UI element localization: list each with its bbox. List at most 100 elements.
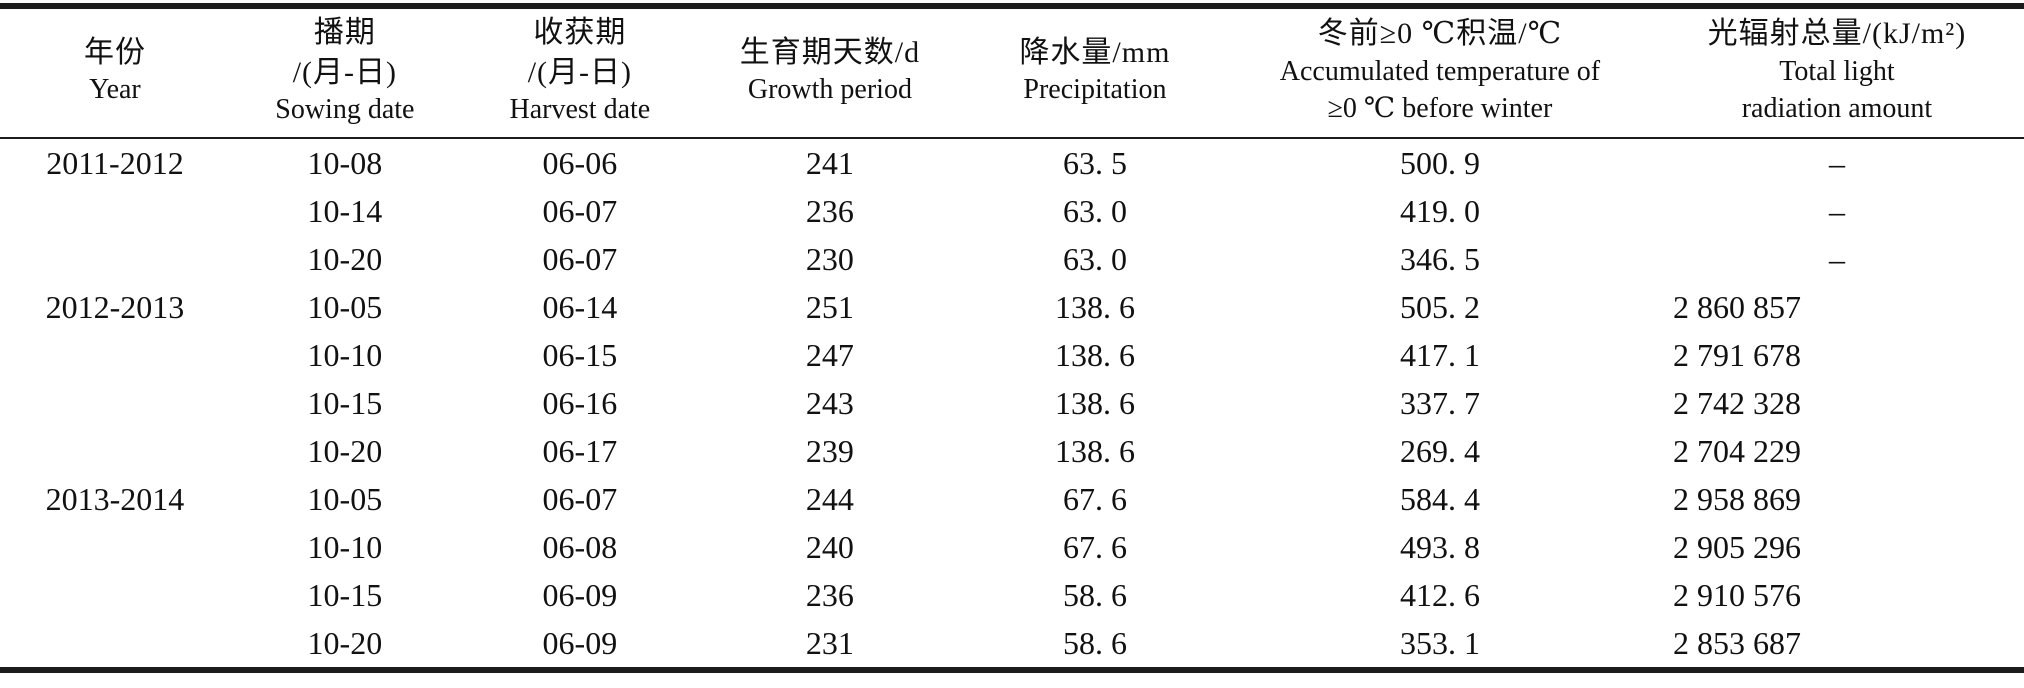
- column-header-year: 年份 Year: [0, 6, 230, 139]
- cell-sowing: 10-10: [307, 528, 383, 565]
- cell-growth: 240: [805, 528, 854, 565]
- cell-growth: 243: [805, 384, 854, 421]
- header-line-en: Sowing date: [275, 94, 415, 126]
- cell-precip: 63. 0: [1062, 240, 1127, 277]
- cell-precip: 138. 6: [1054, 336, 1135, 373]
- cell-radiation: 2 958 869: [1672, 480, 1801, 517]
- table-row: 10-15 06-09 236 58. 6 412. 6 2 910 576: [0, 571, 2024, 619]
- cell-precip: 67. 6: [1062, 480, 1127, 517]
- cell-year: [0, 427, 230, 475]
- header-line-zh: 播期: [313, 15, 376, 49]
- cell-year: [0, 619, 230, 670]
- header-line-en: Harvest date: [509, 94, 651, 126]
- cell-year: [0, 379, 230, 427]
- cell-growth: 244: [805, 480, 854, 517]
- header-line-en: Precipitation: [1023, 74, 1167, 106]
- table-row: 2012-2013 10-05 06-14 251 138. 6 505. 2 2 860 …: [0, 283, 2024, 331]
- cell-precip: 58. 6: [1062, 576, 1127, 613]
- cell-growth: 251: [805, 288, 854, 325]
- cell-sowing: 10-10: [307, 336, 383, 373]
- cell-year: [0, 571, 230, 619]
- cell-radiation: 2 742 328: [1672, 384, 1801, 421]
- cell-growth: 241: [805, 144, 854, 181]
- header-line-en: ≥0 ℃ before winter: [1327, 92, 1553, 124]
- cell-year: 2013-2014: [45, 480, 185, 517]
- cell-sowing: 10-05: [307, 288, 383, 325]
- cell-growth: 236: [805, 192, 854, 229]
- cell-sowing: 10-20: [307, 240, 383, 277]
- cell-sowing: 10-15: [307, 384, 383, 421]
- cell-radiation: 2 910 576: [1672, 576, 1801, 613]
- cell-year: [0, 331, 230, 379]
- cell-harvest: 06-07: [542, 480, 618, 517]
- table-row: 10-20 06-09 231 58. 6 353. 1 2 853 687: [0, 619, 2024, 670]
- cell-acctemp: 419. 0: [1399, 192, 1480, 229]
- table-row: 2013-2014 10-05 06-07 244 67. 6 584. 4 2 958 8…: [0, 475, 2024, 523]
- cell-radiation: 2 704 229: [1672, 432, 1801, 469]
- cell-precip: 138. 6: [1054, 288, 1135, 325]
- cell-harvest: 06-17: [542, 432, 618, 469]
- cell-radiation: 2 853 687: [1672, 624, 1801, 661]
- cell-sowing: 10-05: [307, 480, 383, 517]
- header-line-zh: /(月-日): [527, 55, 633, 89]
- cell-growth: 236: [805, 576, 854, 613]
- cell-radiation: –: [1828, 192, 1845, 229]
- header-line-zh: /(月-日): [292, 55, 398, 89]
- cell-precip: 67. 6: [1062, 528, 1127, 565]
- sowing-date-climate-table: 年份 Year 播期 /(月-日) Sowing date 收获期 /(月-日) Harves…: [0, 3, 2024, 673]
- header-line-zh: 降水量/mm: [1019, 35, 1171, 69]
- table-row: 10-10 06-08 240 67. 6 493. 8 2 905 296: [0, 523, 2024, 571]
- cell-growth: 239: [805, 432, 854, 469]
- cell-harvest: 06-07: [542, 192, 618, 229]
- table-row: 2011-2012 10-08 06-06 241 63. 5 500. 9 –: [0, 138, 2024, 187]
- header-line-en: Total light: [1779, 55, 1895, 87]
- table-row: 10-20 06-07 230 63. 0 346. 5 –: [0, 235, 2024, 283]
- cell-harvest: 06-06: [542, 144, 618, 181]
- cell-acctemp: 337. 7: [1399, 384, 1480, 421]
- cell-year: [0, 235, 230, 283]
- cell-harvest: 06-09: [542, 576, 618, 613]
- cell-radiation: 2 905 296: [1672, 528, 1801, 565]
- column-header-acctemp: 冬前≥0 ℃积温/℃ Accumulated temperature of ≥0 ℃…: [1229, 6, 1650, 139]
- cell-precip: 58. 6: [1062, 624, 1127, 661]
- header-line-zh: 收获期: [533, 15, 627, 49]
- cell-acctemp: 505. 2: [1399, 288, 1480, 325]
- table-row: 10-15 06-16 243 138. 6 337. 7 2 742 328: [0, 379, 2024, 427]
- column-header-radiation: 光辐射总量/(kJ/m²) Total light radiation amount: [1649, 6, 2024, 139]
- cell-harvest: 06-07: [542, 240, 618, 277]
- cell-growth: 247: [805, 336, 854, 373]
- cell-growth: 230: [805, 240, 854, 277]
- cell-harvest: 06-15: [542, 336, 618, 373]
- column-header-sowing: 播期 /(月-日) Sowing date: [229, 6, 460, 139]
- cell-harvest: 06-14: [542, 288, 618, 325]
- table-body: 2011-2012 10-08 06-06 241 63. 5 500. 9 – 10-14 0…: [0, 138, 2024, 670]
- column-header-harvest: 收获期 /(月-日) Harvest date: [459, 6, 700, 139]
- cell-growth: 231: [805, 624, 854, 661]
- cell-acctemp: 417. 1: [1399, 336, 1480, 373]
- cell-harvest: 06-16: [542, 384, 618, 421]
- cell-precip: 138. 6: [1054, 432, 1135, 469]
- header-line-zh: 生育期天数/d: [739, 35, 921, 69]
- cell-precip: 63. 0: [1062, 192, 1127, 229]
- header-line-en: Year: [89, 74, 141, 106]
- cell-sowing: 10-08: [307, 144, 383, 181]
- cell-acctemp: 500. 9: [1399, 144, 1480, 181]
- table-header: 年份 Year 播期 /(月-日) Sowing date 收获期 /(月-日) Harves…: [0, 6, 2024, 139]
- cell-year: 2012-2013: [45, 288, 185, 325]
- cell-year: 2011-2012: [46, 144, 184, 181]
- cell-acctemp: 493. 8: [1399, 528, 1480, 565]
- cell-sowing: 10-14: [307, 192, 383, 229]
- table-row: 10-10 06-15 247 138. 6 417. 1 2 791 678: [0, 331, 2024, 379]
- cell-precip: 138. 6: [1054, 384, 1135, 421]
- cell-harvest: 06-09: [542, 624, 618, 661]
- header-line-en: Accumulated temperature of: [1279, 55, 1601, 87]
- cell-acctemp: 584. 4: [1399, 480, 1480, 517]
- table-row: 10-20 06-17 239 138. 6 269. 4 2 704 229: [0, 427, 2024, 475]
- header-line-en: radiation amount: [1741, 92, 1933, 124]
- cell-acctemp: 346. 5: [1399, 240, 1480, 277]
- column-header-precip: 降水量/mm Precipitation: [959, 6, 1230, 139]
- header-line-zh: 年份: [83, 35, 146, 69]
- table-row: 10-14 06-07 236 63. 0 419. 0 –: [0, 187, 2024, 235]
- column-header-growth: 生育期天数/d Growth period: [699, 6, 960, 139]
